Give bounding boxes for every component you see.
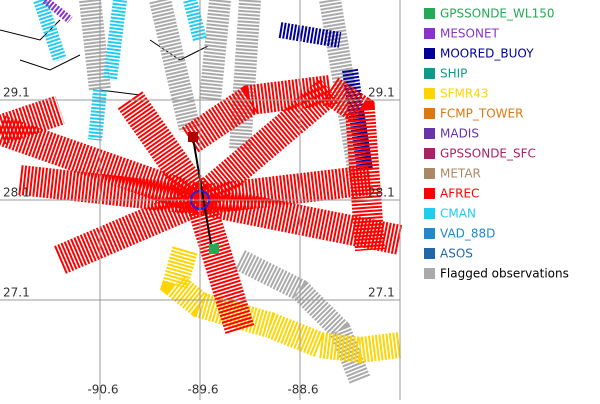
lon-label: -88.6 [287, 383, 318, 397]
legend-swatch [424, 68, 435, 79]
legend-label: FCMP_TOWER [440, 107, 523, 121]
legend-swatch [424, 268, 435, 279]
legend-label: MESONET [440, 27, 500, 41]
sfmr-swath [160, 246, 402, 364]
legend-swatch [424, 208, 435, 219]
lat-label: 29.1 [3, 86, 30, 100]
start-marker [188, 132, 198, 142]
lat-label: 29.1 [368, 86, 395, 100]
legend-label: VAD_88D [440, 227, 495, 241]
legend-label: MOORED_BUOY [440, 47, 534, 61]
legend-swatch [424, 128, 435, 139]
legend-swatch [424, 168, 435, 179]
lat-label: 28.1 [3, 186, 30, 200]
legend-swatch [424, 248, 435, 259]
lat-label: 27.1 [368, 286, 395, 300]
graticule [0, 0, 400, 400]
legend-swatch [424, 48, 435, 59]
legend-label: GPSSONDE_WL150 [440, 7, 554, 21]
legend-label: MADIS [440, 127, 479, 141]
legend-swatch [424, 8, 435, 19]
coastline [0, 19, 211, 96]
mesonet-swath [42, 0, 73, 24]
legend-label: Flagged observations [440, 267, 569, 281]
legend-label: AFREC [440, 187, 479, 201]
legend-swatch [424, 228, 435, 239]
legend-label: ASOS [440, 247, 473, 261]
lon-label: -90.6 [87, 383, 118, 397]
track [192, 137, 213, 251]
legend-label: METAR [440, 167, 481, 181]
cman-swaths [33, 0, 207, 141]
legend-swatch [424, 188, 435, 199]
legend-swatch [424, 148, 435, 159]
legend-swatch [424, 28, 435, 39]
lon-label: -89.6 [187, 383, 218, 397]
lat-label: 28.1 [368, 186, 395, 200]
legend-label: CMAN [440, 207, 476, 221]
legend-swatch [424, 108, 435, 119]
legend-label: SHIP [440, 67, 467, 81]
legend-swatch [424, 88, 435, 99]
legend-label: GPSSONDE_SFC [440, 147, 536, 161]
end-marker [209, 244, 219, 254]
legend-label: SFMR43 [440, 87, 488, 101]
lat-label: 27.1 [3, 286, 30, 300]
